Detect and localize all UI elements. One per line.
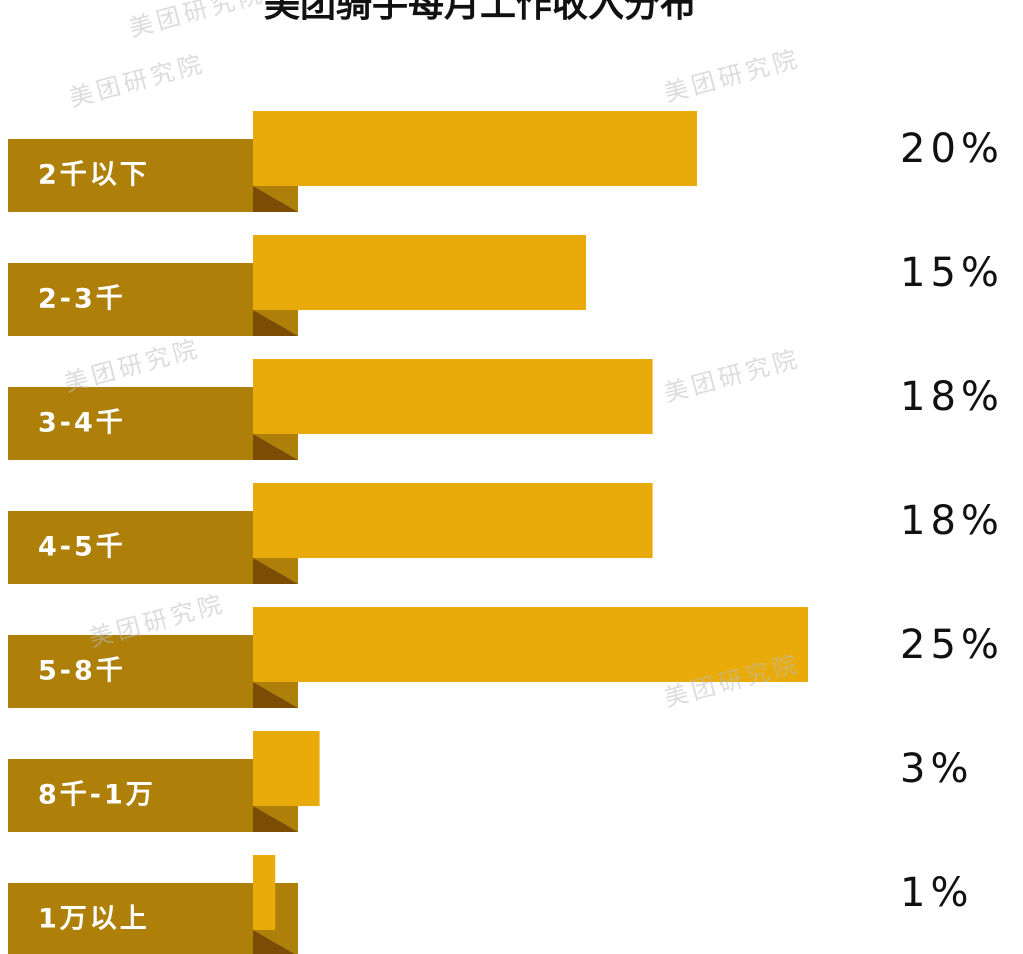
- category-label: 2-3千: [38, 284, 126, 315]
- watermark: 美团研究院: [126, 0, 268, 43]
- ribbon-fold: [253, 310, 298, 336]
- ribbon-fold: [253, 930, 295, 954]
- ribbon-fold: [253, 186, 298, 212]
- value-label: 18%: [900, 498, 1004, 544]
- watermark: 美团研究院: [661, 344, 803, 407]
- watermark: 美团研究院: [66, 49, 208, 112]
- value-label: 18%: [900, 374, 1004, 420]
- bar: [253, 855, 276, 930]
- bar: [253, 235, 586, 310]
- label-ribbon: [8, 139, 298, 212]
- category-label: 4-5千: [38, 532, 126, 563]
- value-label: 25%: [900, 622, 1004, 668]
- value-label: 20%: [900, 126, 1004, 172]
- label-ribbon: [8, 263, 298, 336]
- label-ribbon: [8, 883, 298, 954]
- label-ribbon: [8, 387, 298, 460]
- bar: [253, 111, 697, 186]
- bar: [253, 359, 653, 434]
- category-label: 1万以上: [38, 904, 150, 935]
- label-ribbon: [8, 635, 298, 708]
- bar: [253, 607, 808, 682]
- watermark: 美团研究院: [661, 44, 803, 107]
- chart-title: 美团骑手每月工作收入分布: [264, 0, 696, 25]
- bar: [253, 731, 320, 806]
- label-ribbon: [8, 759, 298, 832]
- label-ribbon: [8, 511, 298, 584]
- bar: [253, 483, 653, 558]
- category-label: 5-8千: [38, 656, 126, 687]
- value-label: 3%: [900, 746, 973, 792]
- ribbon-fold: [253, 434, 298, 460]
- value-label: 1%: [900, 870, 973, 916]
- category-label: 3-4千: [38, 408, 126, 439]
- category-label: 8千-1万: [38, 780, 156, 811]
- ribbon-fold: [253, 806, 298, 832]
- category-label: 2千以下: [38, 160, 150, 191]
- ribbon-fold: [253, 682, 298, 708]
- value-label: 15%: [900, 250, 1004, 296]
- ribbon-fold: [253, 558, 298, 584]
